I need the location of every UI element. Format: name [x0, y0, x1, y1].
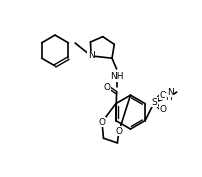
Text: N: N [167, 88, 174, 97]
Text: NH: NH [110, 72, 123, 81]
Text: O: O [99, 118, 105, 127]
Text: H: H [166, 93, 172, 102]
Text: O: O [103, 83, 110, 92]
Text: O: O [159, 91, 166, 100]
Text: S: S [152, 98, 157, 107]
Text: N: N [88, 51, 95, 60]
Text: O: O [115, 127, 122, 136]
Text: O: O [159, 105, 166, 113]
